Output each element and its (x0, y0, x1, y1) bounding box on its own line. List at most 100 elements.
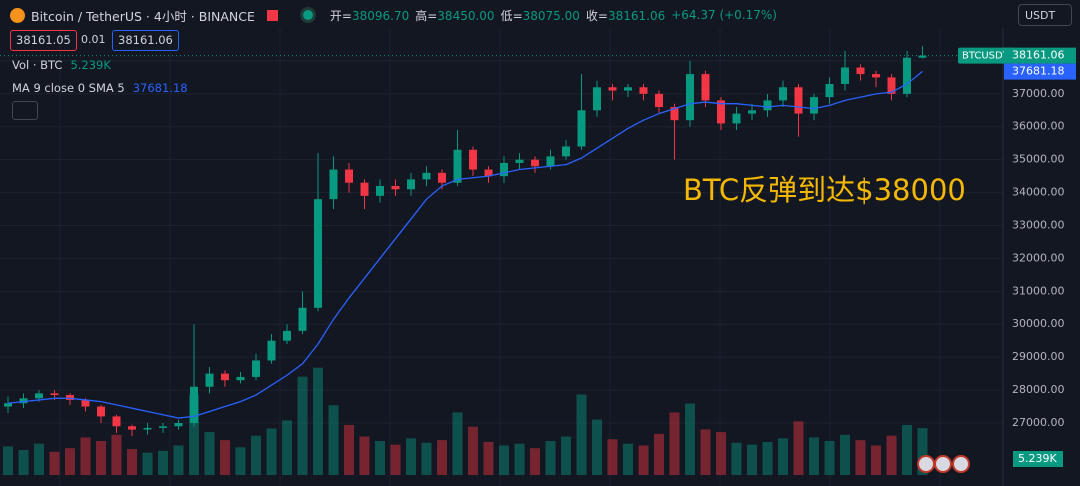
candles (4, 46, 927, 437)
grid: 27000.00 28000.00 29000.00 30000.00 31000.00… (0, 28, 1065, 486)
volume-bar (390, 444, 401, 475)
sell-button[interactable]: 38161.05 (10, 30, 77, 51)
volume-bar (545, 441, 556, 475)
candle-body (205, 373, 214, 387)
y-tick-label: 31000.00 (1012, 284, 1065, 297)
volume-bar (406, 438, 416, 475)
flag-icon[interactable] (266, 9, 278, 21)
volume-bar (452, 412, 463, 475)
ohlc-label: 高= (415, 8, 438, 23)
candle-body (763, 100, 772, 111)
ohlc-value: 38161.06 (607, 8, 666, 23)
symbol-tag-label: BTCUSDT (962, 51, 1010, 62)
symbol[interactable]: Bitcoin / TetherUS · 4小时 · BINANCE (31, 8, 255, 24)
candle-body (81, 399, 90, 407)
currency-select[interactable]: USDT (1018, 4, 1072, 26)
indicator-name: MA 9 close 0 SMA 5 (12, 81, 125, 95)
volume-bar (80, 437, 91, 475)
ohlc-label: 低= (500, 8, 523, 23)
ohlc-value: 38450.00 (437, 8, 495, 23)
indicator-value: 5.239K (70, 58, 111, 72)
candle-body (391, 185, 400, 190)
volume-bar (514, 443, 525, 475)
y-tick-label: 30000.00 (1012, 317, 1065, 330)
ma-line (7, 70, 923, 419)
volume-bar (654, 433, 664, 475)
volume-bar (142, 452, 153, 475)
candle-body (19, 398, 28, 404)
symbol-header: Bitcoin / TetherUS · 4小时 · BINANCE 开=380… (10, 6, 777, 24)
volume-bar (3, 446, 13, 475)
volume-bar (34, 443, 44, 475)
candle-body (717, 100, 725, 124)
candle-body (918, 55, 927, 58)
candle-body (407, 179, 415, 190)
candle-body (35, 393, 43, 399)
candle-body (856, 67, 865, 75)
candle-body (546, 156, 555, 167)
candle-body (593, 87, 601, 111)
ohlc-value: 38096.70 (351, 8, 410, 23)
ohlc-item: 开=38096.70 (330, 7, 409, 24)
annotation: BTC反弹到达$38000 (683, 173, 966, 207)
y-tick-label: 27000.00 (1012, 416, 1065, 429)
candle-body (267, 340, 276, 361)
candle-body (283, 330, 291, 341)
volume-bar (855, 440, 866, 475)
candle-body (453, 149, 462, 183)
volume-bar (344, 424, 354, 475)
volume-bar (49, 451, 60, 475)
y-tick-label: 33000.00 (1012, 218, 1065, 231)
volume-bar (530, 448, 540, 475)
ohlc-item: 高=38450.00 (415, 7, 494, 24)
ohlc-value: 38075.00 (522, 8, 580, 23)
candle-body (872, 74, 880, 78)
ohlc-label: 开= (329, 8, 352, 23)
candle-body (128, 426, 136, 430)
volume-bars (3, 367, 928, 475)
candle-body (190, 386, 198, 423)
candle-body (686, 74, 694, 121)
candle-body (577, 110, 586, 147)
volume-bar (762, 441, 773, 475)
candle-body (608, 87, 617, 91)
collapse-button[interactable] (12, 101, 38, 120)
candle-body (329, 169, 338, 200)
candle-body (236, 376, 245, 381)
candle-body (143, 427, 152, 430)
volume-bar (824, 441, 835, 475)
volume-bar (809, 437, 819, 475)
candle-body (500, 162, 508, 177)
ohlc-item: 低=38075.00 (501, 7, 580, 24)
volume-bar (483, 441, 494, 475)
symbol-tag (958, 47, 1014, 64)
candle-body (515, 159, 524, 163)
y-tick-label: 37000.00 (1012, 87, 1065, 100)
volume-bar (468, 426, 478, 475)
volume-bar (669, 412, 680, 475)
overlay: BTC反弹到达$38000 BTCUSDT 38161.06 37681.18 5.23… (0, 47, 1076, 467)
volume-bar (173, 445, 184, 475)
event-icon[interactable] (952, 455, 970, 473)
candle-body (794, 87, 803, 114)
candle-body (97, 406, 105, 417)
event-icon[interactable] (934, 455, 952, 473)
candle-body (376, 185, 384, 196)
candle-body (66, 395, 74, 400)
spread: 0.01 (76, 30, 111, 49)
indicator-value: 37681.18 (132, 81, 188, 95)
volume-bar (65, 448, 75, 475)
volume-bar (902, 424, 912, 475)
volume-bar (840, 434, 850, 475)
volume-bar (158, 450, 168, 475)
volume-bar (700, 429, 711, 475)
volume-bar (731, 442, 742, 475)
candle-body (810, 97, 818, 114)
volume-bar (638, 445, 649, 475)
buy-button[interactable]: 38161.06 (112, 30, 179, 51)
volume-bar (220, 440, 230, 475)
event-icon[interactable] (917, 455, 935, 473)
volume-bar (375, 441, 385, 475)
candle-body (732, 113, 741, 124)
